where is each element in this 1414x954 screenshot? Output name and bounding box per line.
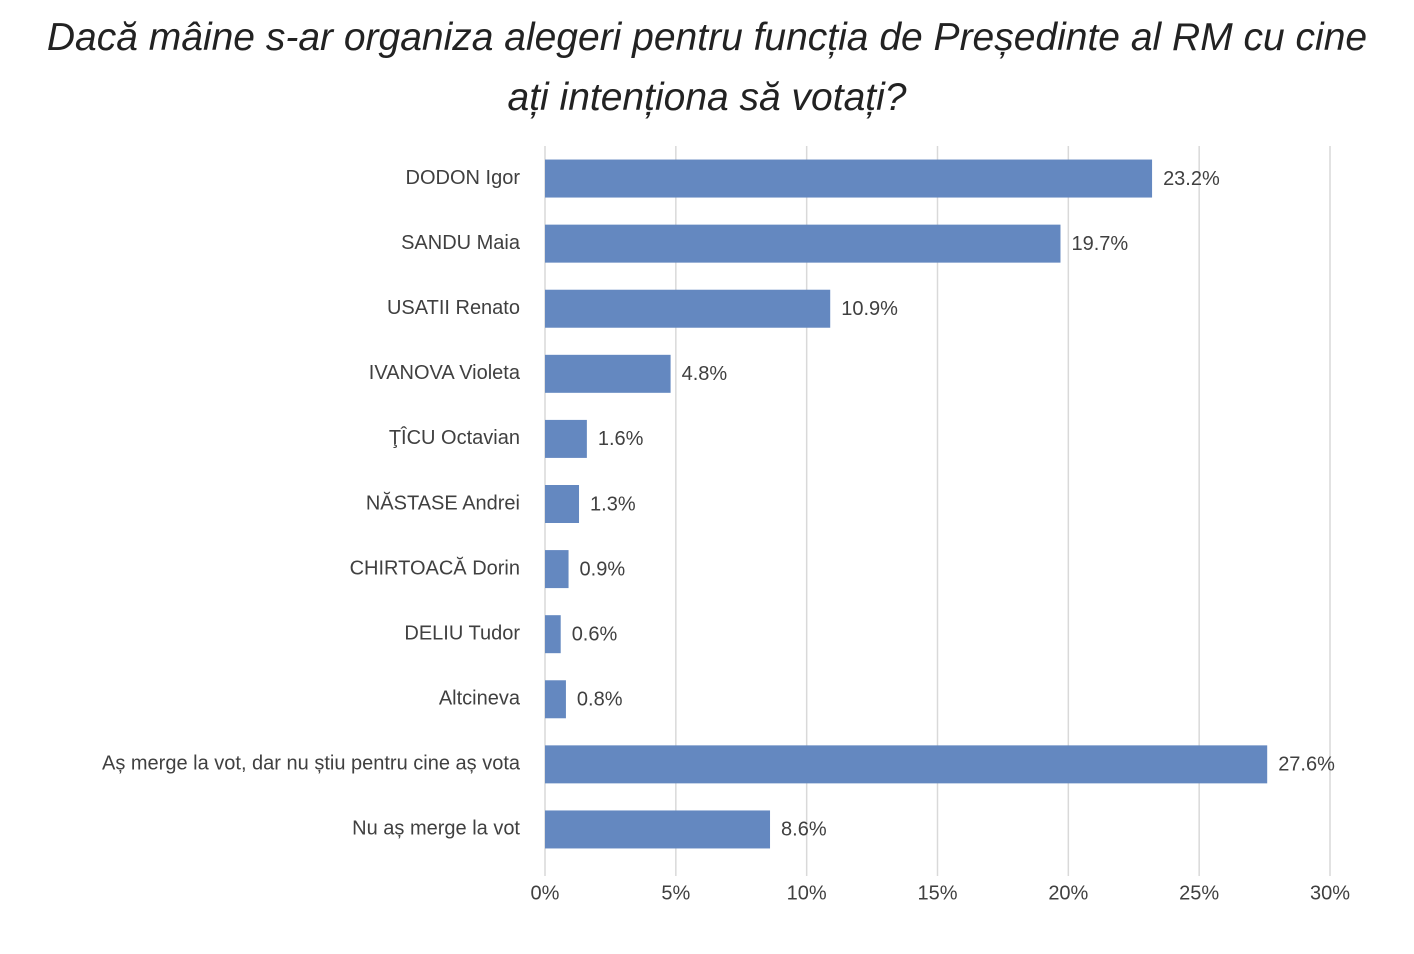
- x-tick-label: 30%: [1310, 882, 1350, 904]
- bar: [545, 485, 580, 523]
- data-label: 0.8%: [577, 689, 623, 711]
- bar: [545, 224, 1061, 263]
- bar: [545, 289, 831, 328]
- y-tick-label: ŢÎCU Octavian: [389, 426, 520, 449]
- x-tick-label: 5%: [661, 882, 690, 904]
- y-tick-label: Aș merge la vot, dar nu știu pentru cine…: [102, 753, 521, 775]
- data-label: 19.7%: [1071, 233, 1128, 255]
- x-tick-label: 0%: [531, 882, 560, 904]
- data-label: 27.6%: [1278, 754, 1335, 776]
- data-label: 23.2%: [1163, 168, 1220, 190]
- bar: [545, 680, 566, 719]
- bar: [545, 810, 771, 849]
- bar: [545, 745, 1268, 784]
- x-tick-label: 15%: [917, 882, 957, 904]
- y-tick-label: DELIU Tudor: [404, 622, 520, 644]
- data-label: 1.6%: [598, 428, 644, 450]
- y-tick-label: Nu aș merge la vot: [352, 818, 520, 840]
- chart-title: Dacă mâine s-ar organiza alegeri pentru …: [46, 16, 1368, 119]
- bar: [545, 419, 587, 458]
- bar: [545, 615, 561, 654]
- y-tick-label: IVANOVA Violeta: [369, 362, 521, 384]
- y-tick-label: Altcineva: [439, 688, 521, 710]
- y-tick-label: CHIRTOACĂ Dorin: [350, 556, 520, 579]
- bar: [545, 159, 1153, 198]
- y-tick-label: SANDU Maia: [401, 232, 521, 254]
- x-tick-label: 20%: [1048, 882, 1088, 904]
- data-label: 1.3%: [590, 493, 636, 515]
- x-tick-label: 10%: [787, 882, 827, 904]
- data-label: 8.6%: [781, 819, 827, 841]
- y-tick-label: DODON Igor: [406, 167, 521, 189]
- bar: [545, 550, 569, 589]
- x-tick-label: 25%: [1179, 882, 1219, 904]
- y-tick-label: NĂSTASE Andrei: [366, 491, 520, 514]
- data-label: 0.6%: [572, 623, 618, 645]
- bar: [545, 354, 671, 393]
- data-label: 0.9%: [580, 558, 626, 580]
- data-label: 4.8%: [682, 363, 728, 385]
- y-tick-label: USATII Renato: [387, 297, 520, 319]
- data-label: 10.9%: [841, 298, 898, 320]
